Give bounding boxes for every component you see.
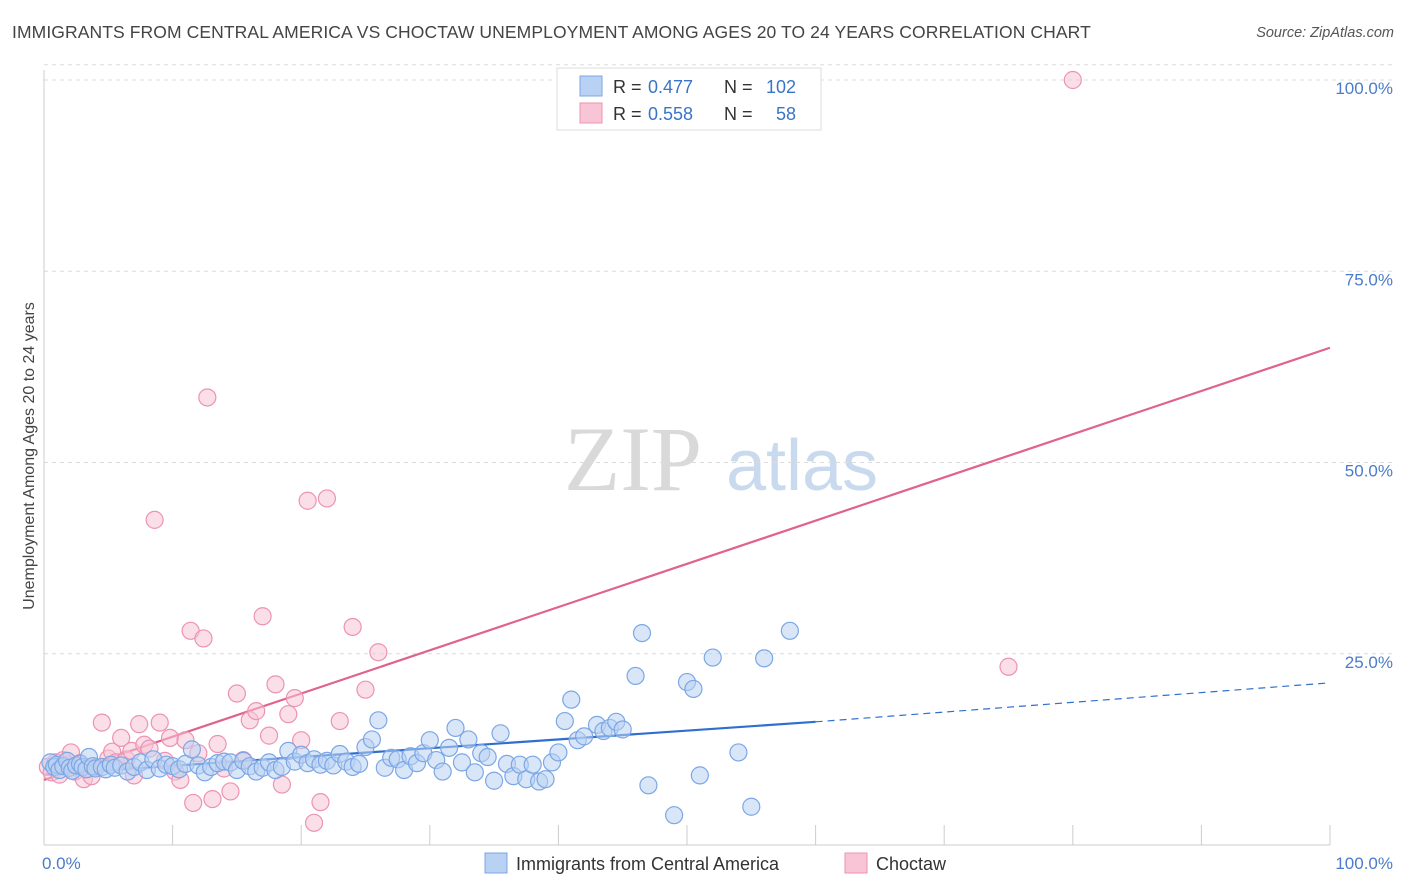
point-immigrants-100: [665, 806, 684, 825]
bottom-legend-swatch-choctaw: [844, 852, 868, 874]
bottom-legend: Immigrants from Central America Choctaw: [484, 852, 947, 874]
trend-line-immigrants-extension: [815, 682, 1331, 723]
point-choctaw-21: [130, 715, 149, 734]
point-immigrants-56: [349, 754, 369, 774]
point-choctaw-45: [259, 726, 279, 745]
point-choctaw-25: [150, 713, 169, 732]
legend-r-value-2: 0.558: [648, 104, 693, 124]
point-immigrants-71: [446, 718, 465, 738]
point-choctaw-53: [311, 793, 330, 812]
point-immigrants-72: [452, 753, 472, 772]
legend-r-label-2: R =: [613, 104, 642, 124]
point-immigrants-102: [684, 679, 703, 699]
data-points: [38, 70, 1082, 832]
legend-swatch-choctaw: [579, 102, 603, 124]
legend-n-label-2: N =: [724, 104, 753, 124]
point-immigrants-106: [742, 797, 761, 816]
point-choctaw-34: [194, 629, 213, 648]
point-immigrants-73: [459, 730, 478, 749]
point-immigrants-78: [491, 724, 510, 743]
point-choctaw-43: [247, 702, 266, 721]
source-credit: Source: ZipAtlas.com: [1256, 25, 1394, 41]
point-immigrants-83: [523, 755, 542, 774]
watermark-zip: ZIP: [564, 408, 702, 510]
y-tick-label-1: 50.0%: [1345, 462, 1393, 481]
stats-legend: R = 0.477 N = 102 R = 0.558 N = 58: [556, 67, 822, 131]
point-immigrants-91: [575, 727, 594, 746]
y-axis-label: Unemployment Among Ages 20 to 24 years: [21, 302, 38, 610]
point-immigrants-74: [465, 763, 484, 782]
point-immigrants-59: [369, 711, 388, 730]
point-choctaw-51: [298, 491, 317, 510]
point-choctaw-39: [221, 782, 240, 801]
y-tick-labels: 25.0% 50.0% 75.0% 100.0%: [1335, 79, 1393, 672]
point-choctaw-36: [203, 789, 222, 809]
point-immigrants-70: [439, 738, 459, 757]
point-choctaw-44: [253, 607, 272, 626]
point-immigrants-88: [555, 711, 574, 731]
point-immigrants-96: [613, 720, 632, 739]
legend-swatch-immigrants: [579, 75, 603, 97]
point-immigrants-69: [433, 762, 452, 781]
point-immigrants-108: [780, 621, 799, 640]
point-choctaw-13: [92, 713, 111, 732]
point-immigrants-97: [626, 666, 645, 686]
point-immigrants-105: [729, 743, 748, 762]
legend-n-value-2: 58: [776, 104, 796, 124]
point-choctaw-35: [198, 388, 217, 407]
legend-n-value-1: 102: [766, 77, 796, 97]
y-tick-label-3: 100.0%: [1335, 79, 1393, 98]
y-tick-label-2: 75.0%: [1345, 270, 1393, 289]
gridlines: [44, 64, 1392, 655]
point-immigrants-87: [549, 743, 568, 762]
point-choctaw-40: [227, 684, 246, 703]
point-choctaw-56: [343, 617, 362, 637]
point-choctaw-17: [112, 728, 131, 748]
point-choctaw-37: [208, 734, 227, 754]
point-choctaw-60: [1063, 70, 1082, 90]
point-immigrants-107: [755, 649, 774, 668]
bottom-legend-swatch-immigrants: [484, 852, 508, 874]
bottom-legend-label-immigrants: Immigrants from Central America: [516, 854, 780, 874]
point-choctaw-59: [999, 657, 1018, 676]
point-choctaw-24: [145, 510, 164, 529]
point-choctaw-52: [304, 813, 324, 832]
point-choctaw-49: [285, 689, 304, 708]
point-immigrants-104: [703, 648, 722, 667]
point-choctaw-46: [266, 675, 285, 694]
chart-title: IMMIGRANTS FROM CENTRAL AMERICA VS CHOCT…: [12, 22, 1091, 42]
point-choctaw-27: [160, 728, 180, 748]
x-tick-max: 100.0%: [1335, 854, 1393, 873]
axes: [43, 70, 1331, 846]
point-choctaw-54: [317, 489, 337, 508]
legend-r-value-1: 0.477: [648, 77, 693, 97]
point-immigrants-103: [690, 766, 709, 785]
point-immigrants-30: [182, 740, 201, 759]
point-immigrants-85: [536, 770, 555, 789]
point-choctaw-57: [356, 680, 375, 699]
point-immigrants-77: [485, 771, 504, 790]
point-immigrants-58: [362, 730, 382, 749]
legend-r-label-1: R =: [613, 77, 642, 97]
point-immigrants-98: [632, 623, 652, 643]
point-immigrants-67: [420, 731, 439, 750]
point-immigrants-76: [478, 747, 497, 767]
y-tick-label-0: 25.0%: [1345, 653, 1393, 672]
x-tick-min: 0.0%: [42, 854, 81, 873]
legend-n-label-1: N =: [724, 77, 753, 97]
bottom-legend-label-choctaw: Choctaw: [876, 854, 947, 874]
watermark-atlas: atlas: [726, 426, 878, 506]
point-immigrants-89: [562, 690, 581, 709]
point-choctaw-55: [330, 711, 349, 731]
point-choctaw-58: [369, 643, 388, 662]
point-immigrants-99: [639, 776, 658, 795]
point-choctaw-32: [184, 793, 203, 813]
point-choctaw-48: [279, 705, 298, 724]
